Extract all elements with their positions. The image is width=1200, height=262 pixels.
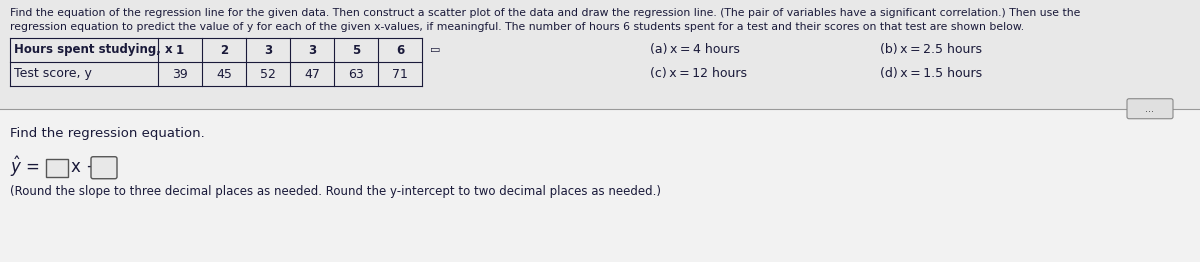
Text: Hours spent studying, x: Hours spent studying, x xyxy=(14,43,173,57)
Text: Find the equation of the regression line for the given data. Then construct a sc: Find the equation of the regression line… xyxy=(10,8,1080,18)
Text: 5: 5 xyxy=(352,43,360,57)
Text: 3: 3 xyxy=(264,43,272,57)
Text: 39: 39 xyxy=(172,68,188,80)
Bar xyxy=(0,109,1200,262)
Text: 2: 2 xyxy=(220,43,228,57)
Text: ▭: ▭ xyxy=(430,45,440,55)
Text: 47: 47 xyxy=(304,68,320,80)
Text: ...: ... xyxy=(1146,104,1154,114)
Text: (c) x = 12 hours: (c) x = 12 hours xyxy=(650,68,746,80)
Text: Find the regression equation.: Find the regression equation. xyxy=(10,127,205,140)
Text: regression equation to predict the value of y for each of the given x-values, if: regression equation to predict the value… xyxy=(10,22,1024,32)
Text: 63: 63 xyxy=(348,68,364,80)
Text: 1: 1 xyxy=(176,43,184,57)
Text: 71: 71 xyxy=(392,68,408,80)
Text: 3: 3 xyxy=(308,43,316,57)
Text: Test score, y: Test score, y xyxy=(14,68,92,80)
Text: 52: 52 xyxy=(260,68,276,80)
Text: (b) x = 2.5 hours: (b) x = 2.5 hours xyxy=(880,43,982,57)
Text: x +: x + xyxy=(71,158,100,176)
Text: (a) x = 4 hours: (a) x = 4 hours xyxy=(650,43,740,57)
Text: 45: 45 xyxy=(216,68,232,80)
Text: (Round the slope to three decimal places as needed. Round the y-intercept to two: (Round the slope to three decimal places… xyxy=(10,185,661,198)
FancyBboxPatch shape xyxy=(1127,99,1174,119)
Bar xyxy=(0,0,1200,153)
FancyBboxPatch shape xyxy=(46,159,68,177)
Text: (d) x = 1.5 hours: (d) x = 1.5 hours xyxy=(880,68,982,80)
Text: 6: 6 xyxy=(396,43,404,57)
FancyBboxPatch shape xyxy=(91,157,118,179)
Text: $\hat{y}$ =: $\hat{y}$ = xyxy=(10,154,40,179)
